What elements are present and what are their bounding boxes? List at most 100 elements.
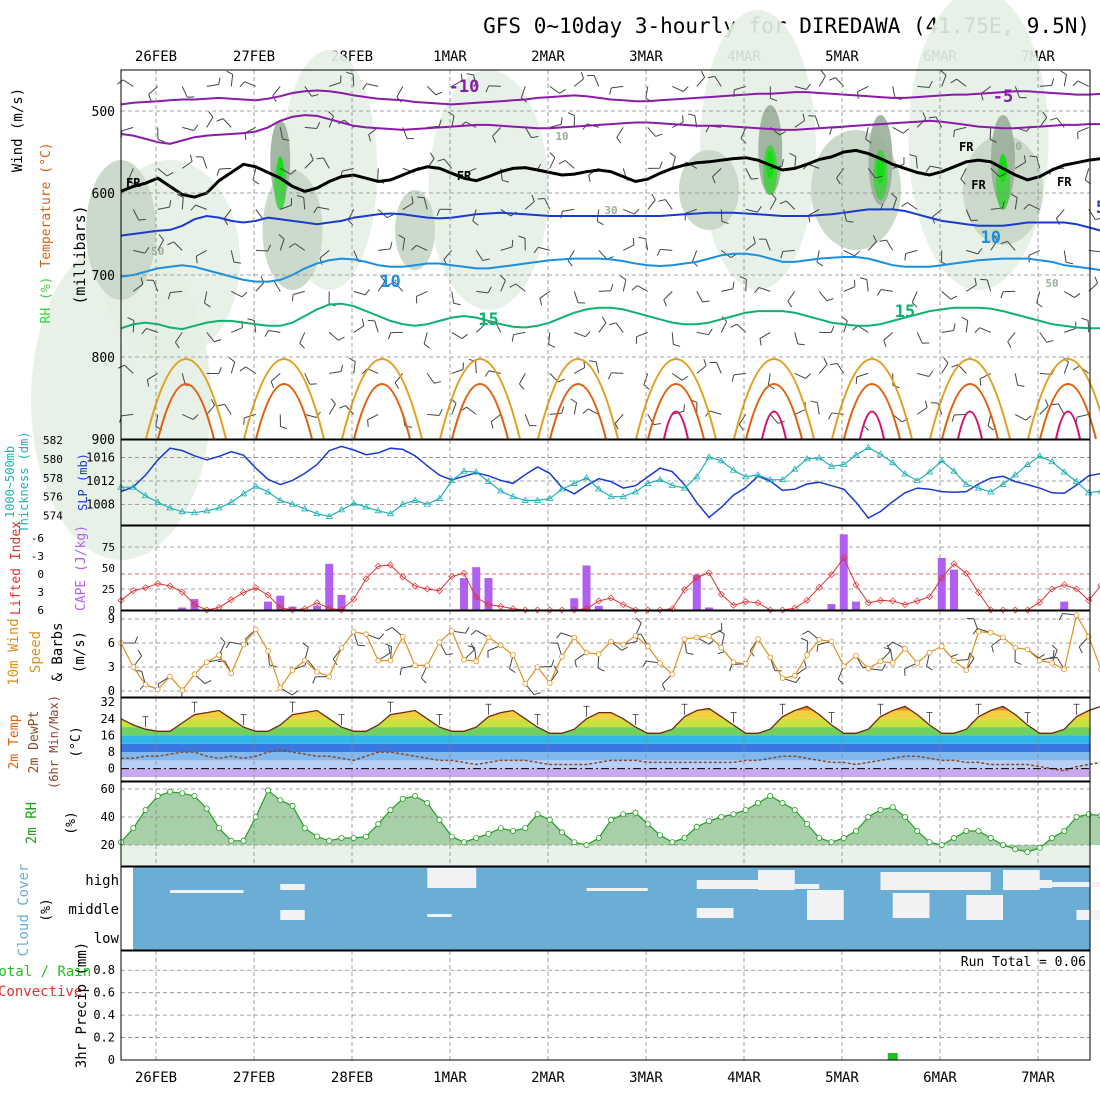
wind-barb-flag bbox=[134, 636, 139, 644]
wind-barb-flag bbox=[669, 152, 676, 158]
wind-barb bbox=[794, 408, 806, 415]
wind-barb-flag bbox=[731, 374, 735, 382]
wind-barb-flag bbox=[950, 295, 958, 300]
wind-barb-flag bbox=[633, 208, 640, 215]
lifted-index-marker bbox=[1024, 606, 1031, 614]
wind-barb bbox=[1077, 126, 1089, 133]
wind-barb bbox=[1039, 84, 1052, 87]
panel-frame bbox=[120, 69, 1091, 440]
wind-barb-flag bbox=[830, 362, 838, 366]
wind-barb-flag bbox=[328, 111, 334, 117]
lifted-index-marker bbox=[938, 574, 946, 582]
wind-barb-flag bbox=[1066, 261, 1074, 265]
wind-barb bbox=[1087, 320, 1090, 333]
wind-barb-flag bbox=[609, 322, 617, 326]
wind-barb-flag bbox=[551, 659, 555, 667]
wind-barb bbox=[206, 405, 216, 415]
wind-barb bbox=[524, 127, 532, 138]
wind-barb-flag bbox=[980, 278, 988, 281]
wind-barb bbox=[740, 127, 747, 139]
thickness-marker bbox=[705, 453, 713, 460]
date-label-bottom: 2MAR bbox=[531, 1070, 565, 1086]
cape-bar bbox=[937, 557, 946, 610]
wind-barb bbox=[377, 168, 379, 181]
wind-barb-flag bbox=[567, 112, 575, 116]
wind-speed-marker bbox=[326, 673, 333, 680]
wind-barb-flag bbox=[264, 330, 269, 337]
wind-barb-flag bbox=[816, 644, 819, 652]
y-axis-label-line: 10m Wind bbox=[6, 618, 22, 685]
contour-20 bbox=[635, 358, 717, 440]
run-total-label: Run Total = 0.06 bbox=[961, 955, 1086, 970]
wind-barb bbox=[671, 332, 674, 345]
date-label-bottom: 3MAR bbox=[629, 1070, 663, 1086]
wind-barb-flag bbox=[1050, 656, 1058, 660]
y-axis-label: 2m Temp bbox=[7, 714, 22, 769]
rh-marker bbox=[791, 807, 798, 814]
y-axis-label: (°C) bbox=[69, 726, 84, 757]
wind-barb-flag bbox=[951, 364, 959, 368]
rh-marker bbox=[1024, 849, 1031, 856]
wind-barb bbox=[426, 373, 435, 384]
wind-speed-marker bbox=[706, 632, 712, 639]
y-axis-label-line: (millibars) bbox=[71, 205, 89, 304]
wind-barb bbox=[836, 363, 845, 374]
lifted-index-marker bbox=[632, 606, 639, 614]
wind-barb-flag bbox=[394, 382, 400, 390]
temp-band bbox=[121, 768, 1090, 777]
y-axis-label: 2m RH bbox=[24, 802, 40, 844]
wind-barb bbox=[230, 250, 235, 263]
lifted-index-marker bbox=[154, 580, 162, 588]
wind-barb-flag bbox=[770, 97, 778, 102]
date-label-top: 1MAR bbox=[433, 49, 467, 65]
y-axis-label: CAPE (J/kg) bbox=[74, 525, 89, 611]
thickness-marker bbox=[1023, 460, 1032, 467]
contour-20 bbox=[537, 358, 619, 440]
wind-speed-marker bbox=[644, 643, 651, 649]
lifted-index-marker bbox=[411, 582, 419, 590]
wind-barb-flag bbox=[1072, 80, 1079, 86]
wind-barb bbox=[367, 368, 379, 374]
wind-barb bbox=[132, 320, 135, 333]
thickness-marker bbox=[239, 490, 248, 497]
wind-barb bbox=[818, 364, 828, 374]
wind-speed-marker bbox=[375, 657, 382, 664]
wind-barb bbox=[128, 168, 134, 180]
wind-barb bbox=[712, 168, 722, 177]
li-tick: 0 bbox=[37, 568, 44, 581]
contour-label: -10 bbox=[449, 77, 480, 97]
wind-barb bbox=[794, 372, 806, 379]
wind-barb-flag bbox=[291, 294, 294, 302]
wind-barb-flag bbox=[509, 668, 516, 674]
wind-barb-flag bbox=[420, 677, 427, 684]
rh-marker bbox=[546, 816, 553, 823]
wind-barb-flag bbox=[779, 200, 787, 205]
wind-speed-marker bbox=[791, 672, 798, 679]
wind-barb bbox=[562, 208, 575, 212]
wind-speed-marker bbox=[620, 641, 627, 648]
wind-speed-marker bbox=[693, 634, 700, 641]
lifted-index-marker bbox=[864, 599, 872, 607]
wind-barb bbox=[1028, 249, 1040, 256]
wind-barb-flag bbox=[204, 679, 212, 685]
wind-barb-flag bbox=[925, 165, 931, 173]
wind-barb bbox=[767, 373, 771, 386]
wind-barb-flag bbox=[585, 331, 591, 338]
lifted-index-marker bbox=[509, 605, 517, 613]
wind-barb bbox=[587, 408, 599, 415]
thickness-marker bbox=[717, 457, 725, 464]
wind-speed-marker bbox=[534, 664, 541, 670]
wind-barb bbox=[475, 323, 486, 333]
wind-barb bbox=[304, 373, 311, 385]
contour--10 bbox=[120, 89, 1100, 106]
thickness-marker bbox=[864, 443, 872, 450]
lifted-index-marker bbox=[1048, 585, 1056, 593]
rh-marker bbox=[840, 835, 847, 842]
wind-speed-marker bbox=[669, 671, 676, 677]
rh-marker bbox=[387, 807, 394, 814]
wind-barb-flag bbox=[500, 275, 506, 281]
wind-speed-marker bbox=[902, 645, 908, 652]
wind-barb bbox=[475, 250, 484, 261]
rh-marker bbox=[277, 797, 284, 804]
